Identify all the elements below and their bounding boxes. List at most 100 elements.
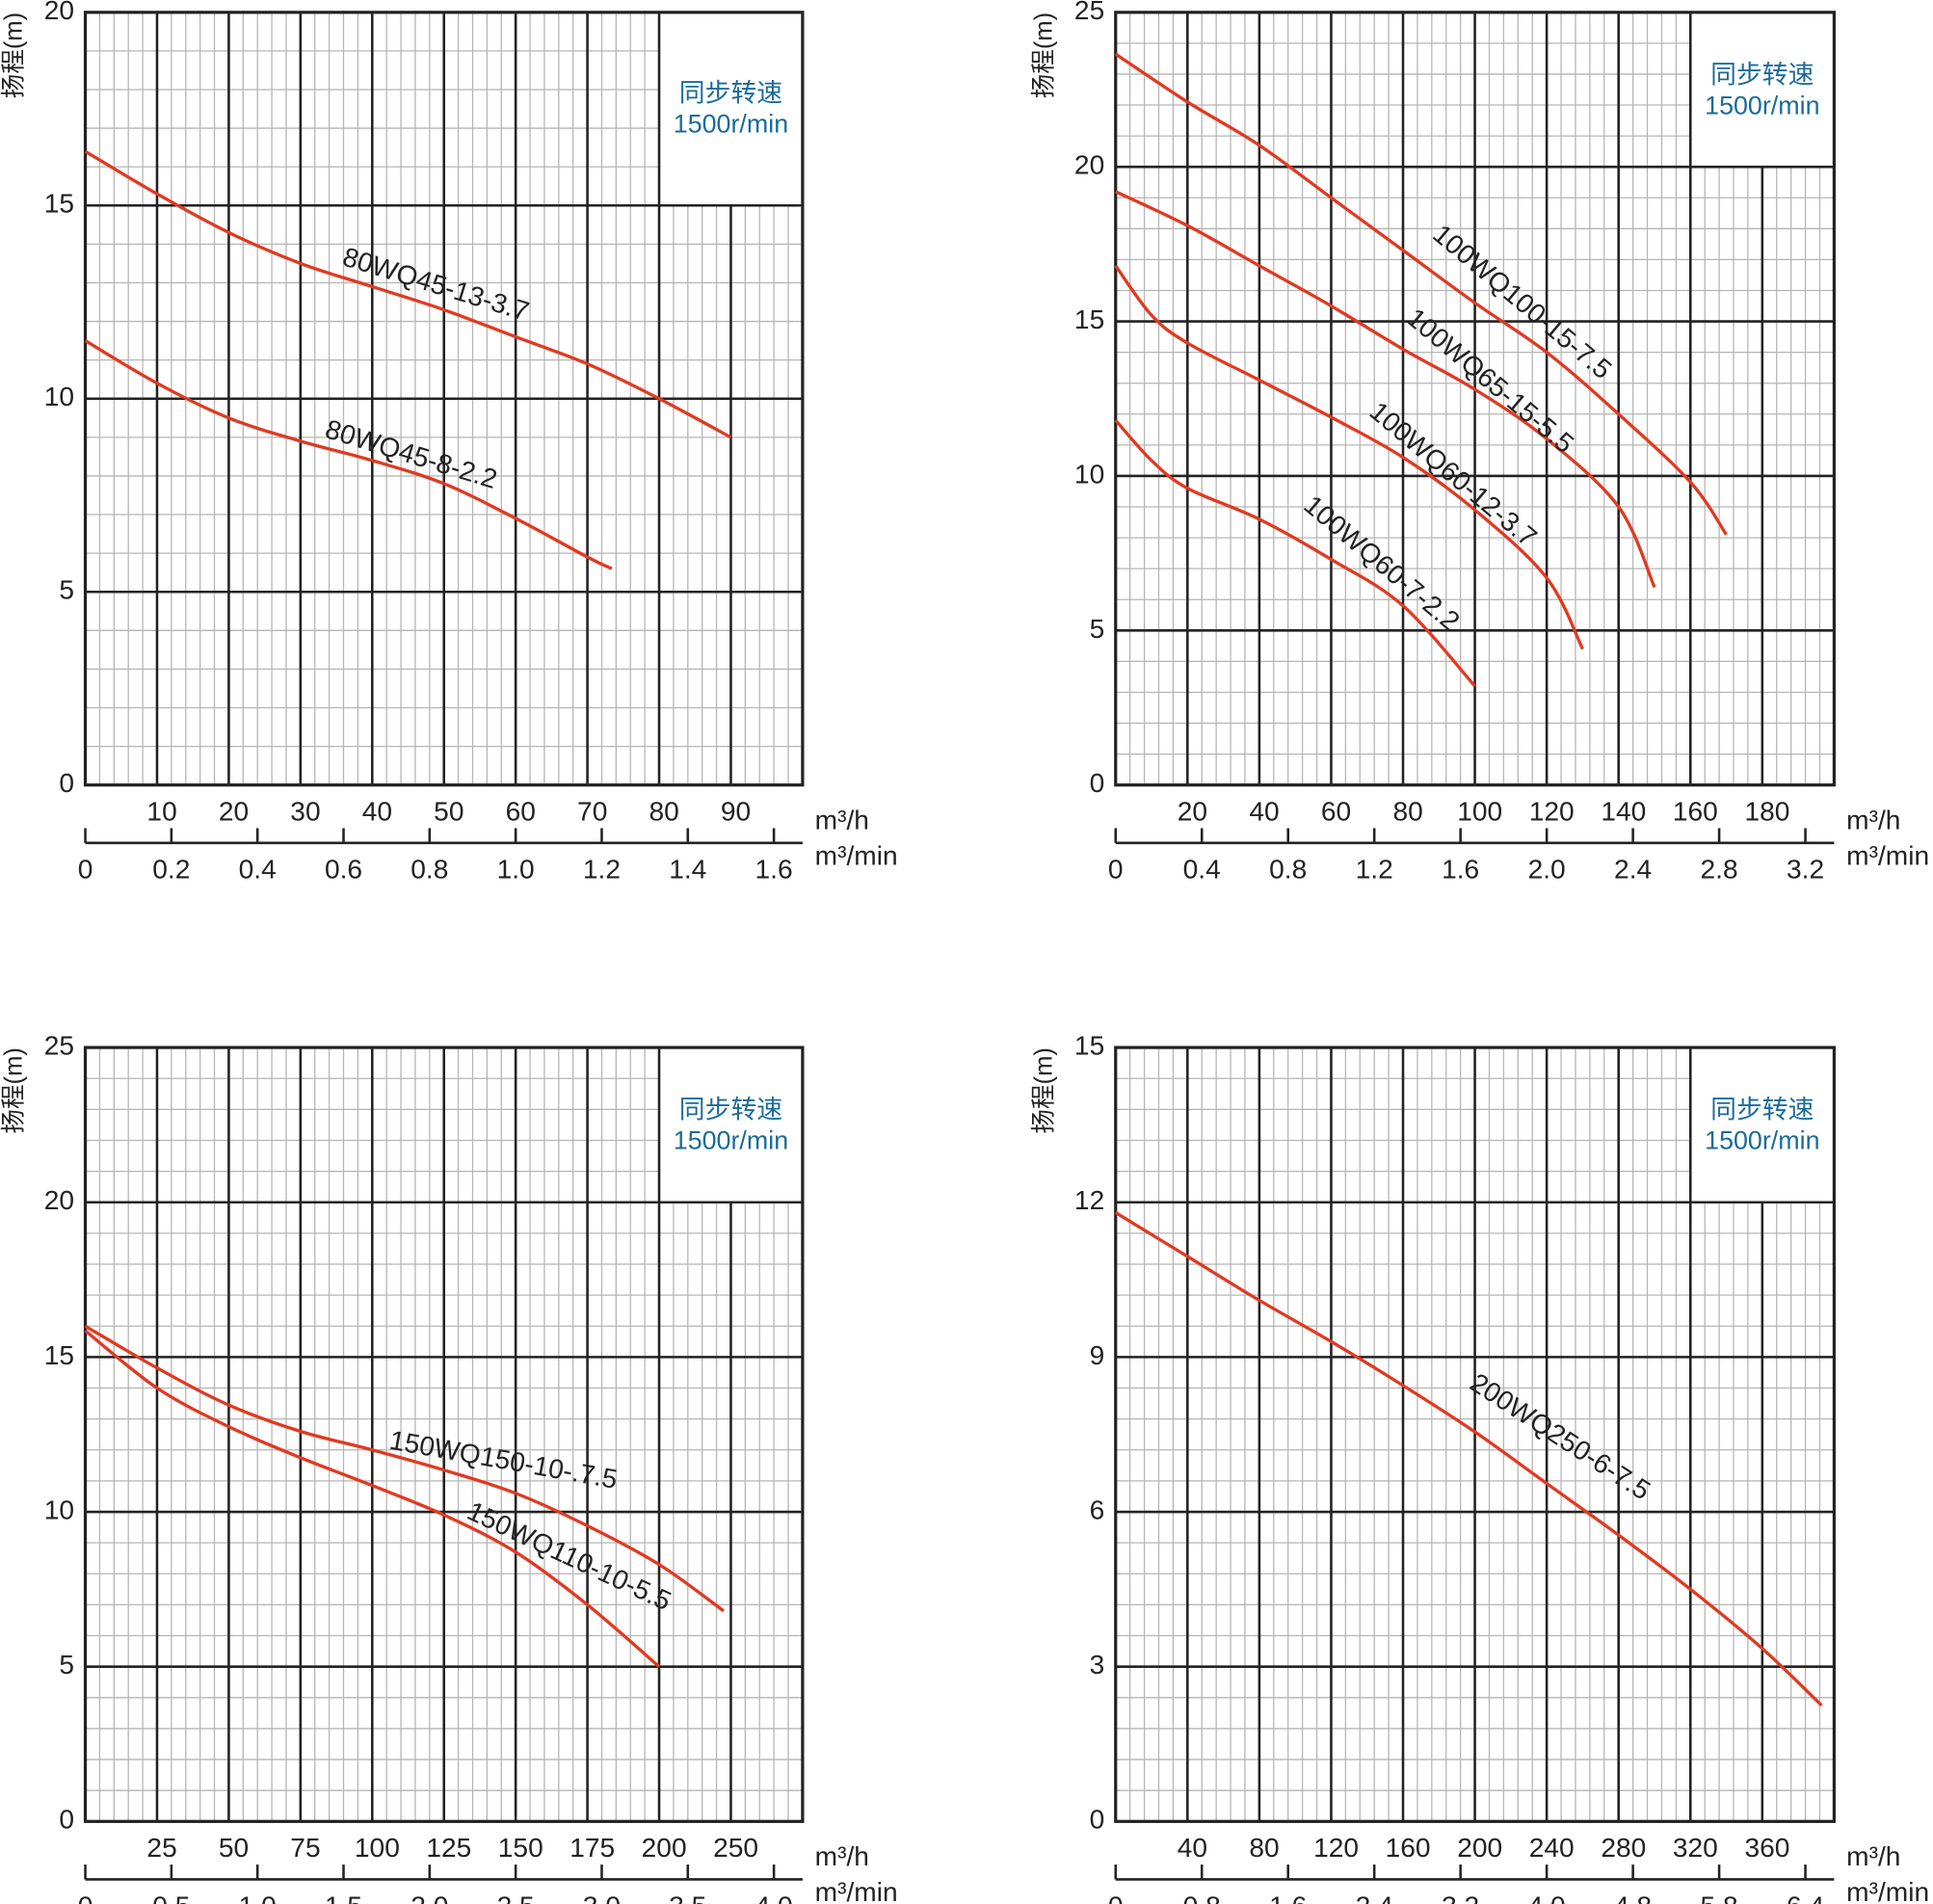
y-tick-label: 10 <box>44 1494 74 1524</box>
x2-tick-label: 2.8 <box>1701 855 1738 885</box>
y-tick-label: 3 <box>1090 1650 1105 1679</box>
y-axis-label: 扬程(m) <box>0 1047 27 1133</box>
x-tick-label: 80 <box>1392 797 1422 827</box>
y-tick-label: 20 <box>1074 150 1104 180</box>
y-tick-label: 15 <box>1074 1031 1104 1061</box>
x2-tick-label: 0.2 <box>152 855 190 885</box>
curve <box>1114 419 1476 688</box>
annotation: 1500r/min <box>674 1126 788 1155</box>
x-tick-label: 60 <box>1321 797 1351 827</box>
x-unit: m³/h <box>815 1841 869 1871</box>
x2-tick-label: 1.6 <box>1442 855 1479 885</box>
annotation: 1500r/min <box>1705 91 1819 119</box>
y-axis-label: 扬程(m) <box>1031 13 1058 98</box>
x-tick-label: 120 <box>1313 1833 1359 1863</box>
x2-tick-label: 0.4 <box>239 855 277 885</box>
x2-tick-label: 1.2 <box>583 855 621 885</box>
x-tick-label: 100 <box>1457 797 1502 827</box>
annotation: 同步转速 <box>679 1096 782 1124</box>
curve <box>84 339 613 570</box>
x2-tick-label: 2.0 <box>1528 855 1566 885</box>
x-tick-label: 360 <box>1744 1833 1789 1863</box>
x2-tick-label: 1.0 <box>239 1891 277 1904</box>
x2-tick-label: 0.8 <box>1269 855 1307 885</box>
x-tick-label: 125 <box>426 1833 471 1863</box>
x2-unit: m³/min <box>1846 1877 1929 1904</box>
x-tick-label: 40 <box>1249 797 1279 827</box>
x2-tick-label: 0 <box>1108 855 1124 885</box>
curve <box>84 149 732 439</box>
y-axis-label: 扬程(m) <box>0 13 27 98</box>
annotation: 同步转速 <box>679 79 782 108</box>
y-tick-label: 0 <box>59 768 74 798</box>
y-tick-label: 0 <box>59 1805 74 1835</box>
x-tick-label: 200 <box>642 1833 687 1863</box>
y-tick-label: 9 <box>1090 1340 1105 1370</box>
plot-border <box>1114 1045 1836 1823</box>
x-tick-label: 20 <box>1178 797 1207 827</box>
x-tick-label: 120 <box>1529 797 1575 827</box>
curve-label: 150WQ150-10-.7.5 <box>387 1425 620 1494</box>
annotation: 1500r/min <box>674 110 788 139</box>
x2-tick-label: 3.2 <box>1787 855 1824 885</box>
y-tick-label: 12 <box>1074 1185 1104 1215</box>
x-tick-label: 20 <box>219 797 249 827</box>
x2-tick-label: 0 <box>78 855 93 885</box>
x-tick-label: 10 <box>146 797 176 827</box>
x2-tick-label: 3.5 <box>669 1891 706 1904</box>
x-tick-label: 175 <box>569 1833 615 1863</box>
x2-unit: m³/min <box>1846 841 1929 871</box>
x2-unit: m³/min <box>815 841 898 871</box>
x2-tick-label: 1.6 <box>1269 1891 1307 1904</box>
x-tick-label: 50 <box>434 797 463 827</box>
x-tick-label: 180 <box>1744 797 1789 827</box>
x-unit: m³/h <box>1846 806 1900 835</box>
x2-tick-label: 1.5 <box>325 1891 362 1904</box>
y-tick-label: 0 <box>1090 768 1105 798</box>
annotation: 同步转速 <box>1710 1096 1814 1124</box>
x-tick-label: 200 <box>1457 1833 1502 1863</box>
x-tick-label: 40 <box>362 797 392 827</box>
x-tick-label: 80 <box>649 797 678 827</box>
x2-tick-label: 0.4 <box>1183 855 1221 885</box>
y-tick-label: 20 <box>44 0 74 25</box>
x-tick-label: 240 <box>1529 1833 1575 1863</box>
curve <box>1115 190 1656 589</box>
x2-tick-label: 4.0 <box>755 1891 793 1904</box>
curve <box>1114 264 1584 650</box>
plot-border <box>83 11 805 787</box>
x-tick-label: 75 <box>290 1833 320 1863</box>
x2-tick-label: 1.2 <box>1356 855 1393 885</box>
y-tick-label: 15 <box>44 1340 74 1370</box>
y-tick-label: 5 <box>59 1650 74 1679</box>
x2-tick-label: 1.6 <box>755 855 793 885</box>
x-tick-label: 90 <box>721 797 751 827</box>
curve <box>1114 1211 1823 1707</box>
curve <box>84 1329 661 1668</box>
x-tick-label: 50 <box>219 1833 249 1863</box>
plot-border <box>1114 11 1836 787</box>
x2-tick-label: 3.0 <box>583 1891 621 1904</box>
y-tick-label: 6 <box>1090 1494 1105 1524</box>
x-tick-label: 25 <box>146 1833 176 1863</box>
y-tick-label: 25 <box>44 1031 74 1061</box>
x-tick-label: 60 <box>506 797 536 827</box>
x2-tick-label: 5.8 <box>1701 1891 1738 1904</box>
x2-tick-label: 0.8 <box>410 855 448 885</box>
x2-tick-label: 6.4 <box>1787 1891 1824 1904</box>
y-tick-label: 25 <box>1074 0 1104 25</box>
x-tick-label: 70 <box>577 797 607 827</box>
x-tick-label: 160 <box>1673 797 1718 827</box>
x-unit: m³/h <box>1846 1841 1900 1871</box>
x2-tick-label: 0.6 <box>325 855 362 885</box>
x-tick-label: 30 <box>290 797 320 827</box>
x-tick-label: 80 <box>1249 1833 1279 1863</box>
x2-tick-label: 2.5 <box>497 1891 535 1904</box>
x-tick-label: 280 <box>1601 1833 1646 1863</box>
x2-tick-label: 2.4 <box>1356 1891 1393 1904</box>
x-tick-label: 160 <box>1386 1833 1431 1863</box>
x2-tick-label: 3.2 <box>1442 1891 1479 1904</box>
y-tick-label: 5 <box>1090 614 1105 644</box>
